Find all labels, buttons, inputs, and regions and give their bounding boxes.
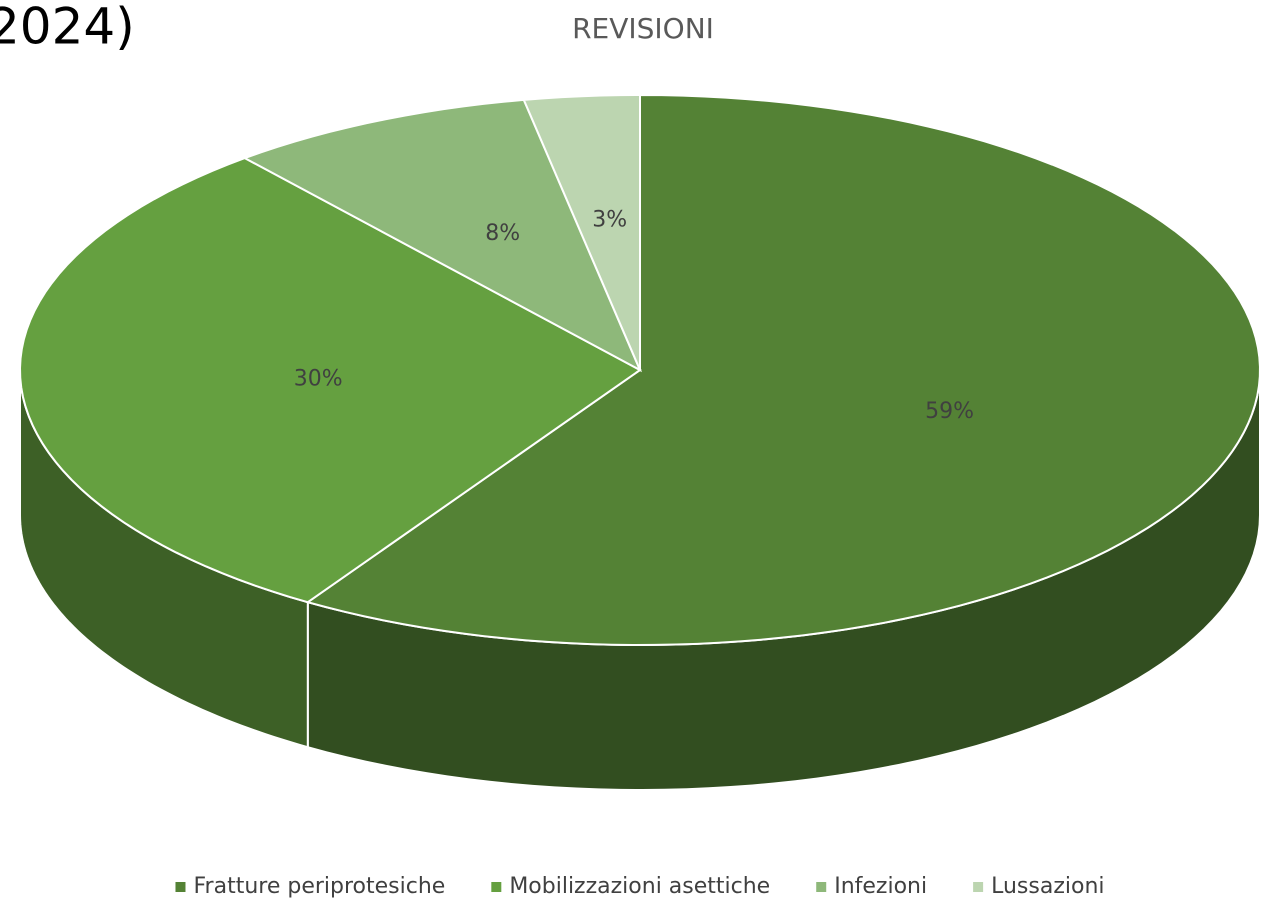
legend-swatch [816, 882, 827, 892]
slice [522, 93, 641, 371]
legend: Fratture periprotesiche Mobilizzazioni as… [175, 874, 1105, 899]
data-label: 3% [592, 208, 627, 233]
legend-swatch [973, 882, 984, 892]
chart-title: REVISIONI [572, 12, 714, 45]
slice [19, 157, 642, 604]
data-label: 8% [485, 221, 520, 246]
slice [305, 93, 1261, 646]
legend-swatch [175, 882, 186, 892]
legend-label: Fratture periprotesiche [193, 874, 445, 899]
legend-label: Mobilizzazioni asettiche [509, 874, 770, 899]
data-label: 30% [294, 366, 343, 391]
legend-label: Infezioni [834, 874, 927, 899]
annotation: 2024) [0, 0, 135, 56]
legend-label: Lussazioni [991, 874, 1104, 899]
data-label: 59% [925, 399, 974, 424]
legend-swatch [491, 882, 502, 892]
slice [242, 98, 643, 373]
